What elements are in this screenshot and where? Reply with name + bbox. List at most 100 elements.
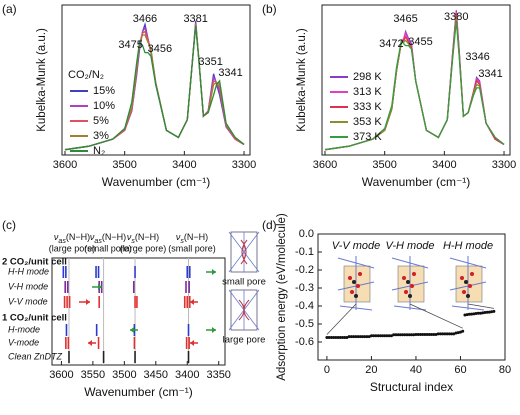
structure-label: large pore — [223, 335, 266, 346]
data-point — [454, 331, 458, 335]
shift-arrow-head — [130, 327, 134, 333]
inset-atom — [356, 284, 360, 288]
header-symbol: ν — [127, 232, 132, 242]
data-point — [356, 335, 360, 339]
data-point — [423, 332, 427, 336]
data-point — [332, 336, 336, 339]
shift-arrow-head — [212, 327, 216, 333]
inset-atom — [412, 272, 416, 276]
header-bond: (N−H) — [66, 232, 90, 242]
data-point — [394, 333, 398, 337]
inset-atom — [462, 290, 466, 294]
column-header-pore: (large pore) — [120, 243, 167, 253]
x-tick-label: 3300 — [232, 159, 256, 171]
data-point — [334, 336, 338, 339]
data-point — [441, 332, 445, 336]
column-header: νs(N−H) — [176, 232, 208, 244]
peak-label: 3465 — [393, 13, 417, 25]
header-sub: as — [58, 238, 66, 245]
x-tick-label: 3400 — [432, 159, 456, 171]
y-tick-label: -0.2 — [295, 264, 314, 276]
data-point — [447, 332, 451, 336]
data-point — [325, 336, 329, 339]
data-point — [479, 311, 483, 315]
data-point — [430, 332, 434, 336]
row-label: V-V mode — [8, 296, 48, 306]
x-tick-label: 3600 — [49, 369, 73, 381]
header-bond: (N−H) — [184, 232, 208, 242]
data-point — [401, 333, 405, 337]
y-tick-label: 0.0 — [299, 228, 314, 240]
x-tick-label: 3500 — [112, 159, 136, 171]
column-header-pore: (large pore) — [49, 243, 96, 253]
y-tick-label: -0.6 — [295, 336, 314, 348]
data-point — [338, 336, 342, 339]
peak-label: 3456 — [148, 43, 172, 55]
data-point — [327, 336, 331, 339]
data-point — [443, 332, 447, 336]
data-point — [492, 309, 496, 313]
data-point — [387, 334, 391, 338]
inset-atom — [464, 280, 468, 284]
header-symbol: ν — [54, 232, 59, 242]
row-label: Clean ZnDTZ — [8, 351, 63, 361]
plot-frame — [61, 4, 251, 156]
x-tick-label: 20 — [365, 364, 377, 376]
legend-label: 10% — [93, 100, 115, 112]
data-point — [463, 313, 467, 317]
data-point — [436, 332, 440, 336]
shift-arrow-head — [86, 299, 90, 305]
legend-label: 313 K — [353, 86, 382, 98]
header-bond: (N−H) — [102, 232, 126, 242]
column-header-pore: (small pore) — [168, 243, 216, 253]
shift-arrow-head — [190, 340, 194, 346]
data-point — [445, 332, 449, 336]
data-point — [363, 335, 367, 339]
data-point — [407, 333, 411, 337]
header-symbol: ν — [90, 232, 95, 242]
legend-label: 5% — [93, 115, 109, 127]
panel-label: (c) — [2, 218, 16, 232]
data-point — [490, 310, 494, 314]
data-point — [352, 335, 356, 339]
inset-atom — [406, 280, 410, 284]
x-tick-label: 3600 — [313, 159, 337, 171]
data-point — [418, 332, 422, 336]
data-point — [398, 333, 402, 337]
peak-label: 3341 — [218, 67, 242, 79]
data-point — [369, 334, 373, 338]
row-label: H-H mode — [8, 266, 49, 276]
row-label: V-H mode — [8, 281, 48, 291]
data-point — [361, 335, 365, 339]
data-point — [483, 310, 487, 314]
x-tick-label: 3550 — [81, 369, 105, 381]
plot-frame — [321, 4, 511, 156]
x-axis-label: Wavenumber (cm⁻¹) — [102, 175, 211, 189]
inset-label: V-V mode — [332, 240, 381, 252]
y-axis-label: Kubelka-Munk (a.u.) — [36, 28, 48, 132]
data-point — [470, 312, 474, 316]
column-header: νs(N−H) — [127, 232, 159, 244]
structure-label: small pore — [222, 277, 266, 288]
x-tick-label: 3500 — [372, 159, 396, 171]
data-point — [347, 335, 351, 339]
legend-label: N₂ — [93, 145, 105, 157]
inset-atom — [468, 284, 472, 288]
inset-atom — [410, 284, 414, 288]
spectrum-line — [64, 26, 245, 151]
y-tick-label: -0.1 — [295, 246, 314, 258]
data-point — [487, 310, 491, 314]
data-point — [378, 334, 382, 338]
panel-label: (b) — [262, 2, 277, 16]
inset-atom — [348, 276, 352, 280]
x-tick-label: 40 — [410, 364, 422, 376]
group-title: 1 CO₂/unit cell — [2, 313, 67, 324]
pore-structure — [228, 231, 260, 273]
inset-connector — [409, 303, 463, 329]
data-point — [396, 333, 400, 337]
panel-label: (a) — [2, 2, 17, 16]
plot-frame — [317, 233, 506, 361]
peak-label: 3455 — [408, 36, 432, 48]
data-point — [414, 332, 418, 336]
